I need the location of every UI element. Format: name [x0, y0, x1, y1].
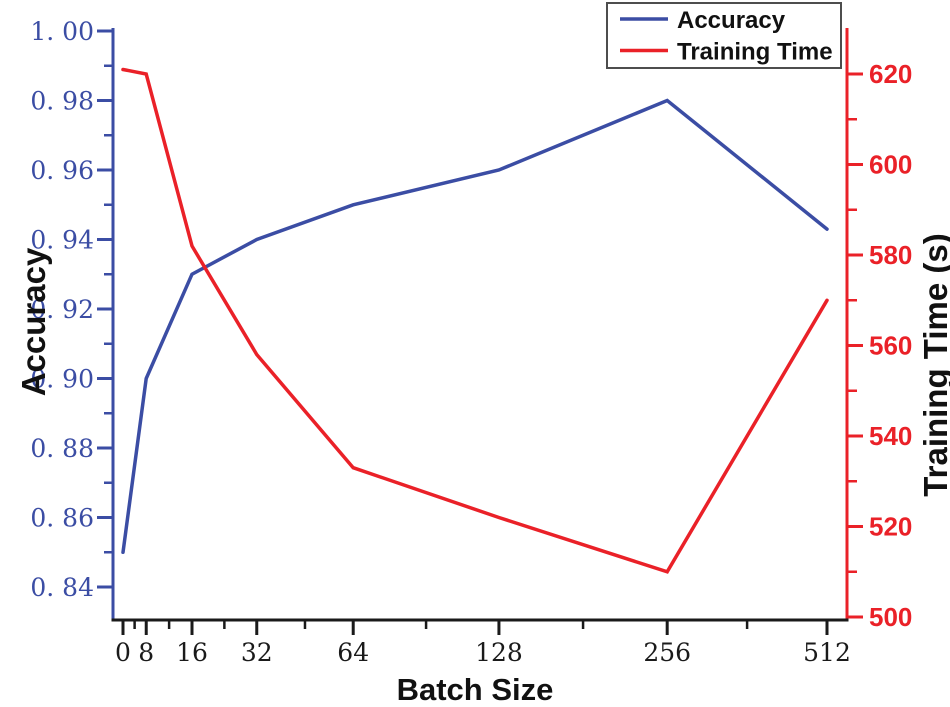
x-tick-label: 0 — [115, 638, 131, 667]
y-left-axis-title: Accuracy — [15, 247, 52, 396]
x-tick-label: 16 — [176, 638, 208, 667]
legend-label-training-time: Training Time — [677, 39, 833, 66]
y-left-tick-label: 0. 96 — [30, 156, 94, 185]
legend-box — [606, 2, 842, 69]
x-tick-label: 256 — [643, 638, 691, 667]
y-right-tick-label: 580 — [869, 240, 912, 270]
y-left-tick-label: 0. 94 — [30, 226, 94, 255]
accuracy-line — [121, 98, 829, 555]
legend-label-accuracy: Accuracy — [677, 7, 786, 34]
y-left-tick-label: 0. 90 — [30, 365, 94, 394]
y-left-tick-label: 0. 98 — [30, 87, 94, 116]
y-right-tick-label: 620 — [869, 59, 912, 89]
axes-layer: 1. 00 0. 98 0. 96 0. 94 0. 92 0. 90 0. 88 0. 86… — [30, 17, 912, 667]
x-tick-label: 32 — [241, 638, 273, 667]
y-right-tick-label: 500 — [869, 602, 912, 632]
x-tick-label: 64 — [337, 638, 369, 667]
y-left-tick-label: 1. 00 — [30, 17, 94, 46]
x-tick-label: 128 — [475, 638, 523, 667]
y-right-axis-title: Training Time (s) — [917, 233, 950, 496]
legend: Accuracy Training Time — [606, 2, 842, 69]
y-left-tick-label: 0. 86 — [30, 504, 94, 533]
y-left-tick-label: 0. 88 — [30, 434, 94, 463]
y-right-tick-label: 560 — [869, 331, 912, 361]
y-left-tick-label: 0. 92 — [30, 295, 94, 324]
x-axis-title: Batch Size — [397, 672, 554, 707]
x-tick-label: 8 — [138, 638, 154, 667]
y-left-tick-label: 0. 84 — [30, 573, 94, 602]
y-right-tick-label: 540 — [869, 421, 912, 451]
x-tick-label: 512 — [803, 638, 851, 667]
y-right-tick-label: 520 — [869, 512, 912, 542]
series-layer — [121, 67, 829, 574]
y-right-tick-label: 600 — [869, 150, 912, 180]
training-time-line — [121, 67, 829, 574]
